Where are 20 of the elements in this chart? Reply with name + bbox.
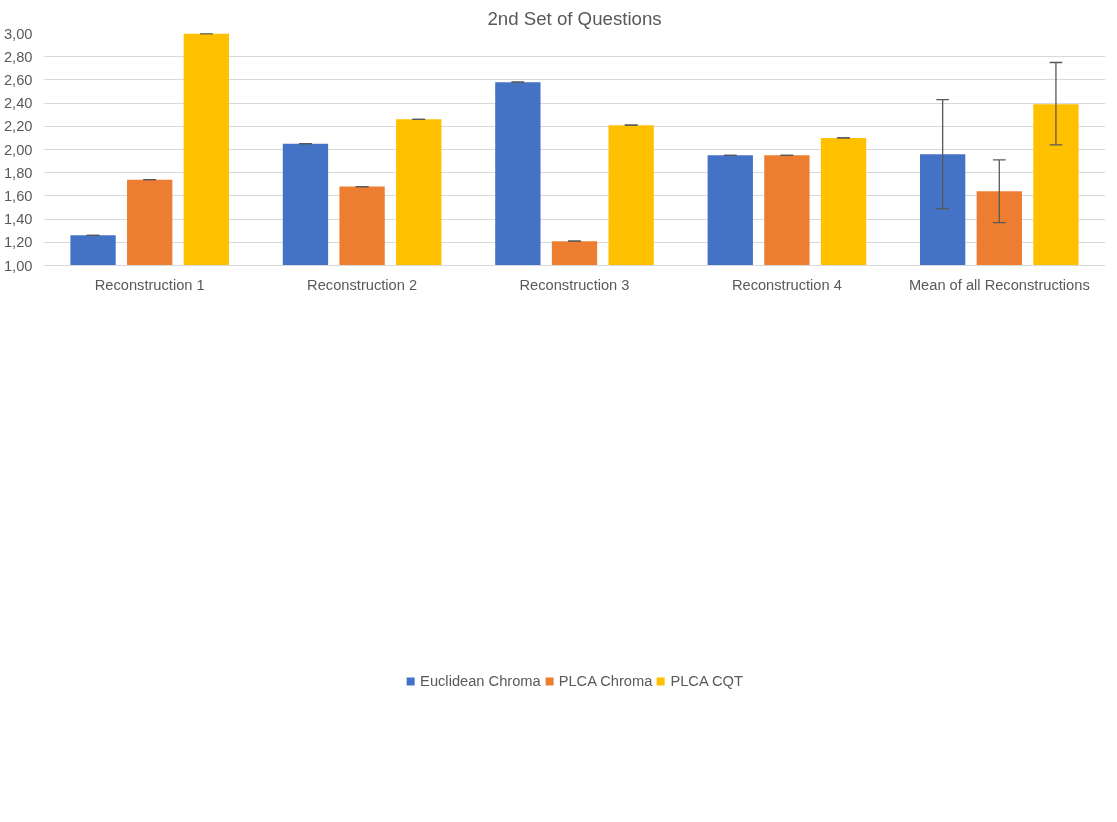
- y-tick-label: 2,60: [3, 71, 33, 88]
- y-tick-label: 1,60: [3, 187, 33, 204]
- x-tick-label: Mean of all Reconstructions: [908, 276, 1090, 293]
- x-tick-label: Reconstruction 4: [731, 276, 842, 293]
- y-tick-label: 2,20: [3, 118, 33, 135]
- legend-label: PLCA CQT: [670, 673, 743, 689]
- y-tick-label: 2,00: [3, 141, 33, 158]
- legend-label: PLCA Chroma: [558, 673, 653, 689]
- legend-label: Euclidean Chroma: [420, 673, 541, 689]
- y-tick-label: 1,00: [3, 257, 33, 274]
- chart-title: 2nd Set of Questions: [487, 7, 662, 29]
- y-tick-label: 2,40: [3, 95, 33, 112]
- y-tick-label: 3,00: [3, 25, 33, 42]
- y-tick-label: 1,20: [3, 234, 33, 251]
- x-tick-label: Reconstruction 3: [519, 276, 630, 293]
- x-tick-label: Reconstruction 2: [307, 276, 418, 293]
- x-tick-label: Reconstruction 1: [94, 276, 205, 293]
- y-tick-label: 1,80: [3, 164, 33, 181]
- y-tick-label: 1,40: [3, 211, 33, 228]
- y-tick-label: 2,80: [3, 48, 33, 65]
